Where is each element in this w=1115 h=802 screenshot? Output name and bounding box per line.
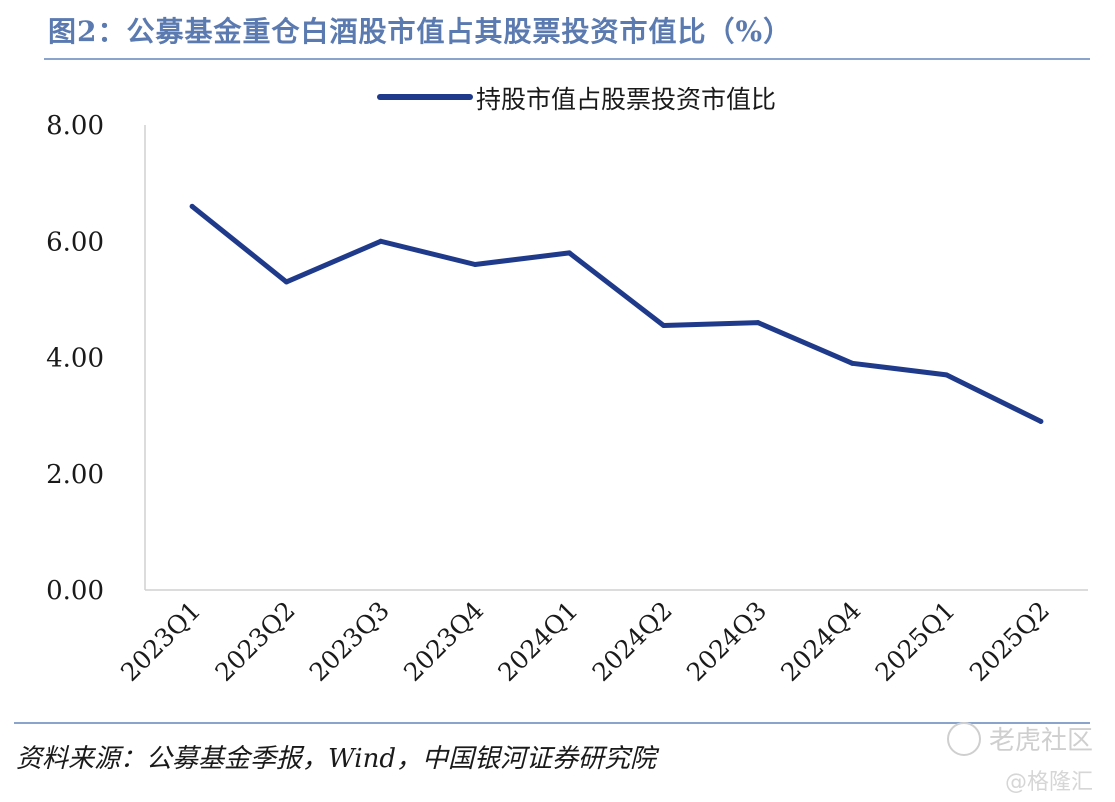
y-tick-label: 6.00 — [46, 227, 104, 257]
y-tick-label: 4.00 — [46, 344, 104, 374]
x-tick-label: 2023Q1 — [115, 596, 206, 687]
chart-title: 图2：公募基金重仓白酒股市值占其股票投资市值比（%） — [48, 15, 793, 48]
x-tick-label: 2025Q1 — [870, 596, 961, 687]
bottom-rule — [14, 722, 1090, 724]
legend: 持股市值占股票投资市值比 — [377, 85, 776, 114]
data-point — [472, 262, 478, 267]
data-point — [849, 360, 855, 366]
series-layer — [189, 203, 1044, 424]
data-point — [378, 238, 384, 244]
data-point — [661, 323, 667, 329]
data-point — [566, 250, 572, 256]
y-tick-labels: 0.00 2.00 4.00 6.00 8.00 — [46, 111, 104, 606]
data-point — [755, 320, 761, 326]
watermark: 老虎社区 — [946, 720, 1093, 757]
data-point — [1038, 418, 1044, 424]
data-point — [944, 372, 950, 378]
watermark-sub: @格隆汇 — [1004, 770, 1093, 795]
y-tick-label: 2.00 — [46, 460, 104, 490]
axes — [144, 125, 1088, 591]
x-tick-label: 2023Q3 — [304, 596, 395, 687]
data-point — [283, 279, 289, 285]
watermark-text: 老虎社区 — [988, 726, 1093, 756]
x-tick-label: 2025Q2 — [964, 596, 1055, 687]
top-rule — [44, 58, 1090, 60]
x-tick-label: 2024Q2 — [587, 596, 678, 687]
series-line — [189, 203, 1044, 424]
x-tick-labels: 2023Q1 2023Q2 2023Q3 2023Q4 2024Q1 2024Q2 2024… — [115, 596, 1055, 687]
x-tick-label: 2023Q2 — [209, 596, 300, 687]
x-tick-label: 2024Q1 — [492, 596, 583, 687]
x-tick-label: 2023Q4 — [398, 596, 489, 687]
x-tick-label: 2024Q3 — [681, 596, 772, 687]
x-tick-label: 2024Q4 — [775, 596, 866, 687]
tiger-logo-icon — [946, 721, 981, 756]
y-tick-label: 8.00 — [46, 111, 104, 141]
source-note: 资料来源：公募基金季报，Wind，中国银河证券研究院 — [16, 744, 656, 774]
line-chart: 持股市值占股票投资市值比 0.00 2.00 4.00 6.00 8.00 2023Q1… — [46, 85, 1088, 687]
data-point — [189, 203, 195, 209]
legend-label: 持股市值占股票投资市值比 — [476, 85, 776, 114]
y-tick-label: 0.00 — [46, 576, 104, 606]
